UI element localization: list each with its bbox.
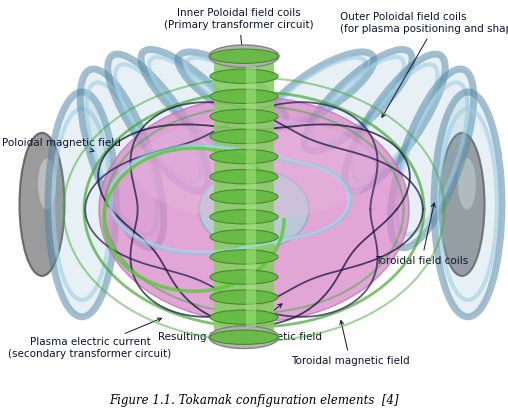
Text: Plasma electric current
(secondary transformer circuit): Plasma electric current (secondary trans… [8,318,172,359]
Ellipse shape [439,133,485,276]
Ellipse shape [210,150,278,164]
Ellipse shape [434,92,502,317]
Ellipse shape [266,52,374,128]
Text: Outer Poloidal field coils
(for plasma positioning and shaping): Outer Poloidal field coils (for plasma p… [340,12,508,117]
Ellipse shape [80,69,164,248]
Ellipse shape [209,326,279,349]
Ellipse shape [210,89,278,104]
Ellipse shape [210,250,278,264]
Ellipse shape [210,169,278,184]
FancyBboxPatch shape [214,56,274,337]
Ellipse shape [48,92,116,317]
Ellipse shape [209,45,279,67]
Ellipse shape [390,69,474,248]
Ellipse shape [210,109,278,124]
Text: Toroidal field coils: Toroidal field coils [375,203,468,266]
Ellipse shape [210,69,278,83]
Text: Toroidal magnetic field: Toroidal magnetic field [291,321,409,366]
Ellipse shape [210,270,278,284]
Ellipse shape [210,310,278,324]
Ellipse shape [19,133,65,276]
Ellipse shape [38,158,56,210]
Ellipse shape [210,129,278,144]
Ellipse shape [99,97,409,322]
Ellipse shape [210,230,278,244]
Text: Inner Poloidal field coils
(Primary transformer circuit): Inner Poloidal field coils (Primary tran… [164,8,314,62]
Ellipse shape [304,49,412,151]
Text: Poloidal magnetic field: Poloidal magnetic field [2,138,121,152]
Ellipse shape [210,49,278,63]
Ellipse shape [458,158,476,210]
Text: Resulting Helical Magnetic field: Resulting Helical Magnetic field [158,304,322,342]
Ellipse shape [108,54,208,191]
Ellipse shape [178,52,286,128]
Ellipse shape [199,170,309,249]
Ellipse shape [210,330,278,344]
Ellipse shape [210,290,278,304]
FancyBboxPatch shape [246,67,256,327]
Ellipse shape [210,189,278,204]
Ellipse shape [210,210,278,224]
Text: Figure 1.1. Tokamak configuration elements  [4]: Figure 1.1. Tokamak configuration elemen… [109,394,399,407]
Ellipse shape [141,49,249,151]
Ellipse shape [345,54,445,191]
Ellipse shape [134,118,374,220]
